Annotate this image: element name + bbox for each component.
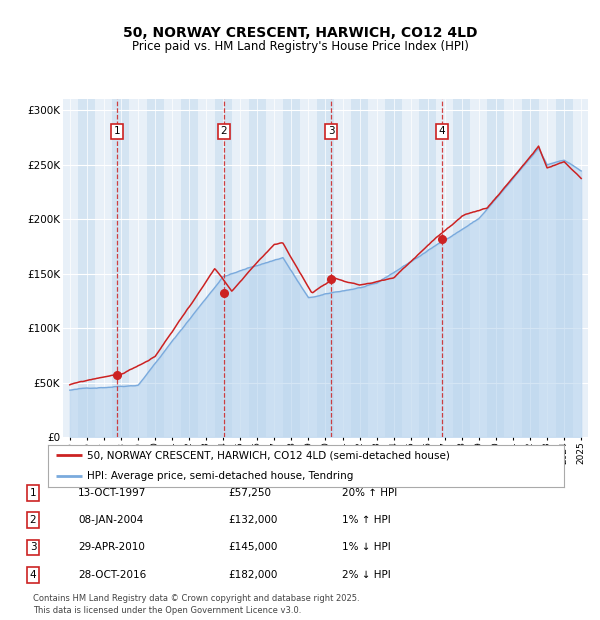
Bar bbox=[539, 99, 556, 437]
Bar bbox=[556, 99, 572, 437]
Text: 1: 1 bbox=[29, 488, 37, 498]
Text: 2: 2 bbox=[220, 126, 227, 136]
Bar bbox=[334, 99, 351, 437]
Bar bbox=[351, 99, 368, 437]
Text: Price paid vs. HM Land Registry's House Price Index (HPI): Price paid vs. HM Land Registry's House … bbox=[131, 40, 469, 53]
Text: 29-APR-2010: 29-APR-2010 bbox=[78, 542, 145, 552]
Bar bbox=[61, 99, 79, 437]
Bar bbox=[368, 99, 385, 437]
Bar bbox=[164, 99, 181, 437]
Text: 4: 4 bbox=[29, 570, 37, 580]
Bar bbox=[232, 99, 249, 437]
Bar bbox=[112, 99, 130, 437]
Bar bbox=[283, 99, 300, 437]
Text: 1: 1 bbox=[114, 126, 121, 136]
Text: 2: 2 bbox=[29, 515, 37, 525]
Bar bbox=[521, 99, 539, 437]
Bar bbox=[402, 99, 419, 437]
Bar bbox=[385, 99, 402, 437]
Bar bbox=[300, 99, 317, 437]
Text: HPI: Average price, semi-detached house, Tendring: HPI: Average price, semi-detached house,… bbox=[86, 471, 353, 481]
Text: £132,000: £132,000 bbox=[228, 515, 277, 525]
Bar bbox=[146, 99, 164, 437]
Text: 3: 3 bbox=[29, 542, 37, 552]
Text: 13-OCT-1997: 13-OCT-1997 bbox=[78, 488, 146, 498]
Text: £57,250: £57,250 bbox=[228, 488, 271, 498]
Text: 08-JAN-2004: 08-JAN-2004 bbox=[78, 515, 143, 525]
Bar bbox=[249, 99, 266, 437]
Bar bbox=[181, 99, 197, 437]
Text: 20% ↑ HPI: 20% ↑ HPI bbox=[342, 488, 397, 498]
Bar bbox=[436, 99, 454, 437]
Text: 50, NORWAY CRESCENT, HARWICH, CO12 4LD (semi-detached house): 50, NORWAY CRESCENT, HARWICH, CO12 4LD (… bbox=[86, 450, 449, 460]
Bar bbox=[215, 99, 232, 437]
Text: 50, NORWAY CRESCENT, HARWICH, CO12 4LD: 50, NORWAY CRESCENT, HARWICH, CO12 4LD bbox=[123, 26, 477, 40]
Bar bbox=[317, 99, 334, 437]
Bar bbox=[79, 99, 95, 437]
Bar bbox=[505, 99, 521, 437]
Bar bbox=[572, 99, 590, 437]
Text: 2% ↓ HPI: 2% ↓ HPI bbox=[342, 570, 391, 580]
Bar bbox=[266, 99, 283, 437]
Text: £145,000: £145,000 bbox=[228, 542, 277, 552]
Text: 1% ↑ HPI: 1% ↑ HPI bbox=[342, 515, 391, 525]
Text: Contains HM Land Registry data © Crown copyright and database right 2025.
This d: Contains HM Land Registry data © Crown c… bbox=[33, 593, 359, 615]
Bar bbox=[95, 99, 112, 437]
Bar bbox=[197, 99, 215, 437]
Text: 3: 3 bbox=[328, 126, 334, 136]
Text: 28-OCT-2016: 28-OCT-2016 bbox=[78, 570, 146, 580]
Bar bbox=[454, 99, 470, 437]
Text: 1% ↓ HPI: 1% ↓ HPI bbox=[342, 542, 391, 552]
Bar bbox=[487, 99, 505, 437]
Text: 4: 4 bbox=[439, 126, 445, 136]
Bar bbox=[470, 99, 487, 437]
Bar bbox=[419, 99, 436, 437]
Bar bbox=[130, 99, 146, 437]
Text: £182,000: £182,000 bbox=[228, 570, 277, 580]
